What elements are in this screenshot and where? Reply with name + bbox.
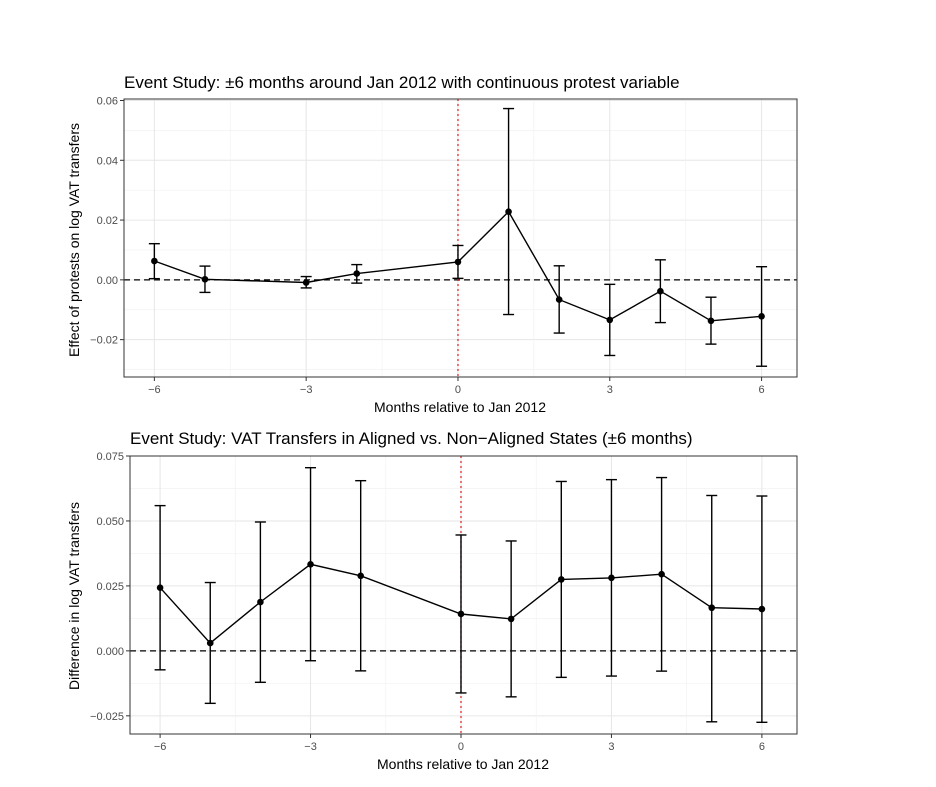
x-tick-label: 0	[458, 741, 464, 753]
data-point	[357, 572, 364, 580]
plot-panel-border	[123, 98, 798, 378]
data-point	[758, 313, 765, 320]
data-point	[454, 258, 462, 266]
y-axis-title: Difference in log VAT transfers	[66, 502, 82, 690]
x-tick-label: −6	[154, 741, 167, 753]
x-tick-label: −3	[304, 741, 317, 753]
data-point	[708, 604, 716, 612]
x-tick-label: 6	[759, 384, 765, 396]
y-tick-label: 0.025	[96, 581, 124, 593]
y-axis-title: Effect of protests on log VAT transfers	[66, 123, 82, 357]
series-line	[159, 563, 762, 645]
x-tick-label: −6	[148, 384, 161, 396]
data-point	[307, 561, 314, 568]
data-points	[151, 208, 765, 325]
x-tick-label: 0	[455, 384, 461, 396]
x-tick-label: 3	[607, 384, 613, 396]
y-tick-label: 0.075	[96, 451, 124, 463]
x-axis-title: Months relative to Jan 2012	[374, 399, 546, 415]
chart-title: Event Study: VAT Transfers in Aligned vs…	[130, 429, 693, 448]
data-point	[201, 275, 209, 283]
data-point	[507, 615, 515, 623]
series-lines	[159, 563, 762, 645]
y-tick-label: −0.02	[90, 335, 118, 347]
data-point	[658, 570, 665, 578]
data-point	[206, 639, 214, 647]
x-axis-title: Months relative to Jan 2012	[377, 756, 549, 772]
y-tick-label: −0.025	[90, 711, 124, 723]
y-axis-ticks: −0.02 0.00 0.02 0.04 0.06	[90, 95, 124, 347]
y-tick-label: 0.04	[97, 155, 118, 167]
panel-aligned-states: Event Study: VAT Transfers in Aligned vs…	[66, 429, 798, 772]
data-point	[457, 610, 465, 618]
y-tick-label: 0.02	[97, 215, 118, 227]
data-point	[557, 576, 565, 583]
x-tick-label: −3	[300, 384, 313, 396]
data-point	[257, 598, 264, 606]
data-point	[505, 208, 512, 215]
data-point	[758, 605, 766, 613]
x-axis-ticks: −6 −3 0 3 6	[154, 734, 765, 753]
y-tick-label: 0.000	[96, 646, 124, 658]
y-tick-label: 0.06	[97, 95, 118, 107]
data-point	[608, 574, 615, 582]
x-tick-label: 6	[759, 741, 765, 753]
panel-protest-effect: Event Study: ±6 months around Jan 2012 w…	[66, 73, 798, 415]
data-point	[151, 257, 158, 265]
data-point	[657, 287, 664, 295]
data-point	[707, 317, 715, 325]
y-tick-label: 0.00	[97, 275, 118, 287]
data-point	[302, 279, 310, 286]
data-point	[555, 296, 563, 303]
y-axis-ticks: −0.025 0.000 0.025 0.050 0.075	[90, 451, 130, 723]
x-tick-label: 3	[608, 741, 614, 753]
data-point	[353, 270, 361, 277]
data-points	[156, 561, 766, 647]
y-tick-label: 0.050	[96, 516, 124, 528]
data-point	[606, 316, 614, 324]
chart-title: Event Study: ±6 months around Jan 2012 w…	[124, 73, 680, 92]
data-point	[156, 584, 164, 592]
plot-panel-border	[129, 455, 798, 735]
x-axis-ticks: −6 −3 0 3 6	[148, 377, 765, 396]
